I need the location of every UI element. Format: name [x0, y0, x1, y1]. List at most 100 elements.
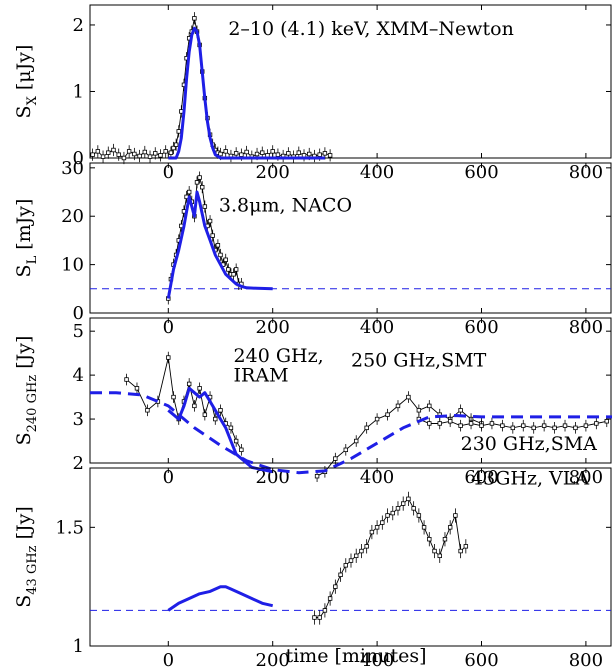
model-curve [168, 26, 325, 160]
data-point [437, 553, 442, 559]
data-point [197, 386, 202, 391]
data-point [385, 513, 390, 518]
data-point [322, 608, 328, 613]
data-point [333, 456, 338, 461]
data-point [317, 152, 322, 157]
data-point [416, 408, 422, 413]
x-tick-label: 800 [569, 650, 603, 670]
annotation-label: IRAM [234, 365, 289, 387]
model-curve [167, 386, 274, 474]
data-point [463, 544, 469, 549]
panel-4: 0 200 400 600 800 1 1.5 S43 GHz [Jy] 43GHz, VLA [13, 467, 612, 670]
data-point [186, 189, 192, 195]
data-point [233, 267, 239, 272]
data-point [202, 204, 208, 209]
data-point [447, 525, 453, 530]
data-point [348, 558, 354, 563]
data-point [121, 155, 127, 161]
data-point [275, 152, 281, 157]
data-point [562, 423, 568, 428]
data-point [124, 377, 129, 382]
data-point [427, 421, 432, 426]
data-point [364, 544, 369, 549]
data-point [354, 553, 359, 559]
data-point [374, 416, 380, 422]
data-point [374, 525, 380, 530]
data-point [468, 421, 474, 426]
data-point [604, 419, 609, 424]
y-tick-label: 1 [73, 636, 84, 657]
data-point [126, 149, 132, 154]
data-point [192, 16, 197, 21]
data-point [173, 142, 179, 147]
annotation-label: 230 GHz,SMA [461, 433, 598, 455]
data-point [583, 423, 589, 428]
data-point [489, 421, 495, 426]
y-tick-label: 0 [73, 303, 84, 324]
data-point [111, 147, 116, 153]
data-point [327, 153, 333, 158]
data-point [594, 421, 599, 426]
data-point [176, 129, 181, 134]
y-axis-label: S43 GHz [Jy] [13, 506, 40, 608]
annotation-label: 250 GHz,SMT [351, 349, 487, 371]
data-point [153, 151, 158, 156]
data-point [453, 513, 458, 518]
data-point [343, 563, 348, 568]
data-point [510, 425, 516, 431]
x-tick-label: 600 [464, 467, 498, 488]
data-point [458, 423, 463, 428]
y-tick-label: 2 [73, 15, 84, 36]
data-point [317, 615, 322, 620]
data-point [142, 149, 148, 155]
x-tick-label: 800 [569, 162, 603, 183]
data-point [239, 447, 244, 453]
data-point [95, 149, 101, 154]
y-axis-label: SL [mJy] [13, 199, 40, 278]
x-tick-label: 0 [163, 317, 174, 338]
data-point [215, 243, 221, 248]
data-point [134, 386, 140, 391]
data-point [333, 584, 338, 589]
x-tick-label: 200 [256, 162, 290, 183]
data-point [233, 438, 239, 444]
panel-1: 0 200 400 600 800 0 1 2 SX [μJy] 2–10 (4.1) keV, … [13, 4, 612, 183]
data-point [186, 381, 192, 387]
y-tick-label: 3 [73, 409, 84, 430]
data-point [207, 218, 213, 224]
data-point [421, 525, 427, 530]
annotation-label: 3.8μm, NACO [219, 194, 352, 216]
data-point [147, 154, 153, 159]
data-point [427, 403, 432, 409]
y-axis-label: S240 GHz [Jy] [13, 336, 40, 446]
data-point [202, 412, 208, 417]
y-tick-label: 1.5 [55, 517, 84, 538]
x-tick-label: 400 [360, 650, 394, 670]
data-point [137, 153, 142, 159]
x-tick-label: 400 [360, 317, 394, 338]
data-point [254, 151, 260, 157]
data-point [442, 537, 448, 542]
y-tick-label: 10 [61, 255, 84, 276]
annotation-label: 43GHz, VLA [471, 468, 589, 490]
x-tick-label: 0 [163, 467, 174, 488]
panel-frame [89, 317, 612, 464]
data-point [400, 501, 406, 506]
x-tick-label: 400 [360, 467, 394, 488]
data-point [307, 151, 312, 157]
data-point [406, 496, 411, 502]
data-point [168, 150, 174, 155]
panel-frame [89, 4, 612, 159]
y-tick-label: 0 [73, 148, 84, 169]
data-point [479, 423, 484, 428]
panel-3: 0 200 400 600 800 2 3 4 5 S240 GHz [Jy] 240 GHz,IR… [13, 317, 612, 488]
data-point [395, 506, 401, 511]
data-point [218, 151, 223, 157]
panel-frame [89, 467, 612, 647]
annotation-label: 2–10 (4.1) keV, XMM–Newton [228, 18, 514, 40]
data-point [322, 151, 328, 156]
data-point [541, 423, 547, 428]
data-point [171, 145, 176, 151]
data-point [210, 233, 215, 238]
